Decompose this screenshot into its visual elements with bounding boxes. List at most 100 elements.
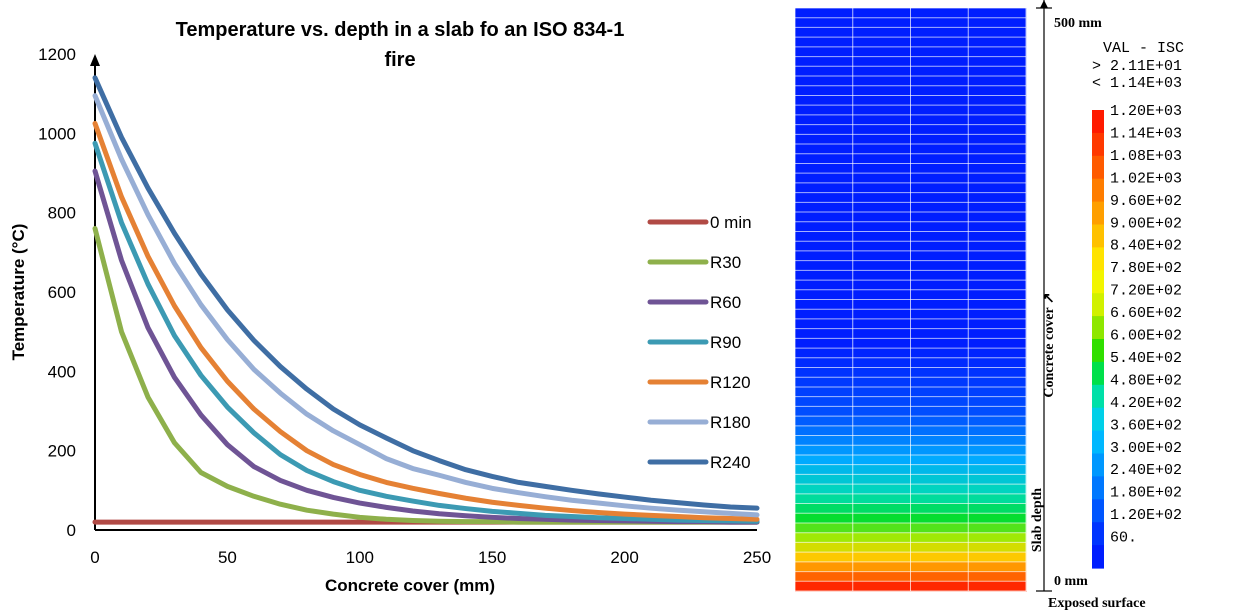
heatmap-cell xyxy=(910,309,969,320)
heatmap-cell xyxy=(795,581,854,592)
y-tick-label: 1200 xyxy=(38,45,76,64)
heatmap-cell xyxy=(852,454,911,466)
legend-label: R90 xyxy=(710,333,741,352)
heatmap-cell xyxy=(910,542,969,553)
colorbar-segment xyxy=(1092,110,1104,134)
heatmap-cell xyxy=(910,17,969,28)
heatmap-cell xyxy=(910,260,969,271)
heatmap-cell xyxy=(968,348,1027,359)
heatmap-cell xyxy=(795,406,854,417)
heatmap-cell xyxy=(910,386,969,398)
colorbar-value: 7.80E+02 xyxy=(1110,260,1182,277)
heatmap-cell xyxy=(910,406,969,417)
heatmap-cell xyxy=(852,46,911,58)
heatmap-cell xyxy=(968,367,1027,378)
heatmap-cell xyxy=(852,163,911,174)
heatmap-cell xyxy=(910,357,969,369)
heatmap-cell xyxy=(795,192,854,203)
colorbar-value: 4.80E+02 xyxy=(1110,372,1182,389)
heatmap-cell xyxy=(910,299,969,310)
heatmap-cell xyxy=(968,260,1027,271)
heatmap-cell xyxy=(795,289,854,300)
heatmap-cell xyxy=(795,328,854,339)
heatmap-cell xyxy=(795,318,854,330)
heatmap-cell xyxy=(910,124,969,135)
bottom-depth-label: 0 mm xyxy=(1054,574,1088,589)
heatmap-cell xyxy=(968,328,1027,339)
heatmap-cell xyxy=(795,309,854,320)
heatmap-cell xyxy=(795,212,854,223)
heatmap-cell xyxy=(910,8,969,19)
colorbar-segment xyxy=(1092,499,1104,523)
heatmap-cell xyxy=(910,231,969,242)
y-axis-arrow-icon xyxy=(90,54,100,66)
heatmap-cell xyxy=(968,27,1027,38)
heatmap-cell xyxy=(852,309,911,320)
heatmap-cell xyxy=(852,386,911,398)
heatmap-cell xyxy=(968,503,1027,514)
heatmap-cell xyxy=(852,338,911,349)
colorbar-value: 6.60E+02 xyxy=(1110,305,1182,322)
heatmap-cell xyxy=(795,134,854,145)
colorbar-segment xyxy=(1092,316,1104,340)
heatmap-cell xyxy=(910,474,969,485)
colorbar-value: 6.00E+02 xyxy=(1110,328,1182,345)
heatmap-cell xyxy=(795,76,854,87)
x-tick-label: 0 xyxy=(90,548,99,567)
heatmap-cell xyxy=(852,241,911,252)
heatmap-cell xyxy=(968,522,1027,534)
colorbar-segment xyxy=(1092,384,1104,409)
heatmap-cell xyxy=(968,202,1027,213)
chart-title-line-2: fire xyxy=(384,49,415,71)
heatmap-cell xyxy=(852,513,911,524)
heatmap-cell xyxy=(795,163,854,174)
heatmap-cell xyxy=(795,114,854,126)
heatmap-cell xyxy=(968,8,1027,19)
heatmap-cell xyxy=(795,105,854,116)
heatmap-cell xyxy=(968,416,1027,427)
heatmap-cell xyxy=(968,163,1027,174)
heatmap-cell xyxy=(910,173,969,184)
heatmap-cell xyxy=(968,17,1027,28)
heatmap-cell xyxy=(852,270,911,281)
colorbar-value: 5.40E+02 xyxy=(1110,350,1182,367)
heatmap-cell xyxy=(795,396,854,407)
heatmap-cell xyxy=(910,454,969,466)
heatmap-cell xyxy=(910,513,969,524)
heatmap-cell xyxy=(968,192,1027,203)
heatmap-cell xyxy=(852,318,911,330)
heatmap-cell xyxy=(852,416,911,427)
heatmap-cell xyxy=(795,464,854,475)
heatmap-cell xyxy=(910,425,969,437)
heatmap-cell xyxy=(795,522,854,534)
y-tick-label: 400 xyxy=(48,362,76,381)
heatmap-cell xyxy=(852,173,911,184)
heatmap-cell xyxy=(852,357,911,369)
heatmap-cell xyxy=(968,37,1027,48)
colorbar-segment xyxy=(1092,361,1104,386)
heatmap-cell xyxy=(910,377,969,388)
heatmap-cell xyxy=(795,552,854,563)
heatmap-cell xyxy=(852,8,911,19)
heatmap-cell xyxy=(910,416,969,427)
heatmap-cell xyxy=(910,435,969,446)
heatmap-cell xyxy=(910,163,969,174)
heatmap-cell xyxy=(968,95,1027,106)
heatmap-cell xyxy=(795,280,854,291)
colorbar-segment xyxy=(1092,270,1104,294)
heatmap-cell xyxy=(852,17,911,28)
heatmap-cell xyxy=(968,357,1027,369)
legend-label: R120 xyxy=(710,373,751,392)
x-tick-label: 100 xyxy=(346,548,374,567)
colorbar-segment xyxy=(1092,522,1104,546)
heatmap-cell xyxy=(795,513,854,524)
legend-label: 0 min xyxy=(710,213,752,232)
heatmap-cell xyxy=(795,493,854,505)
colorbar-value: 7.20E+02 xyxy=(1110,283,1182,300)
heatmap-cell xyxy=(910,144,969,155)
heatmap-cell xyxy=(852,192,911,203)
legend-label: R30 xyxy=(710,253,741,272)
colorbar-header: VAL - ISC > 2.11E+01 < 1.14E+03 xyxy=(1092,40,1184,92)
heatmap-cell xyxy=(968,289,1027,300)
heatmap-cell xyxy=(852,377,911,388)
